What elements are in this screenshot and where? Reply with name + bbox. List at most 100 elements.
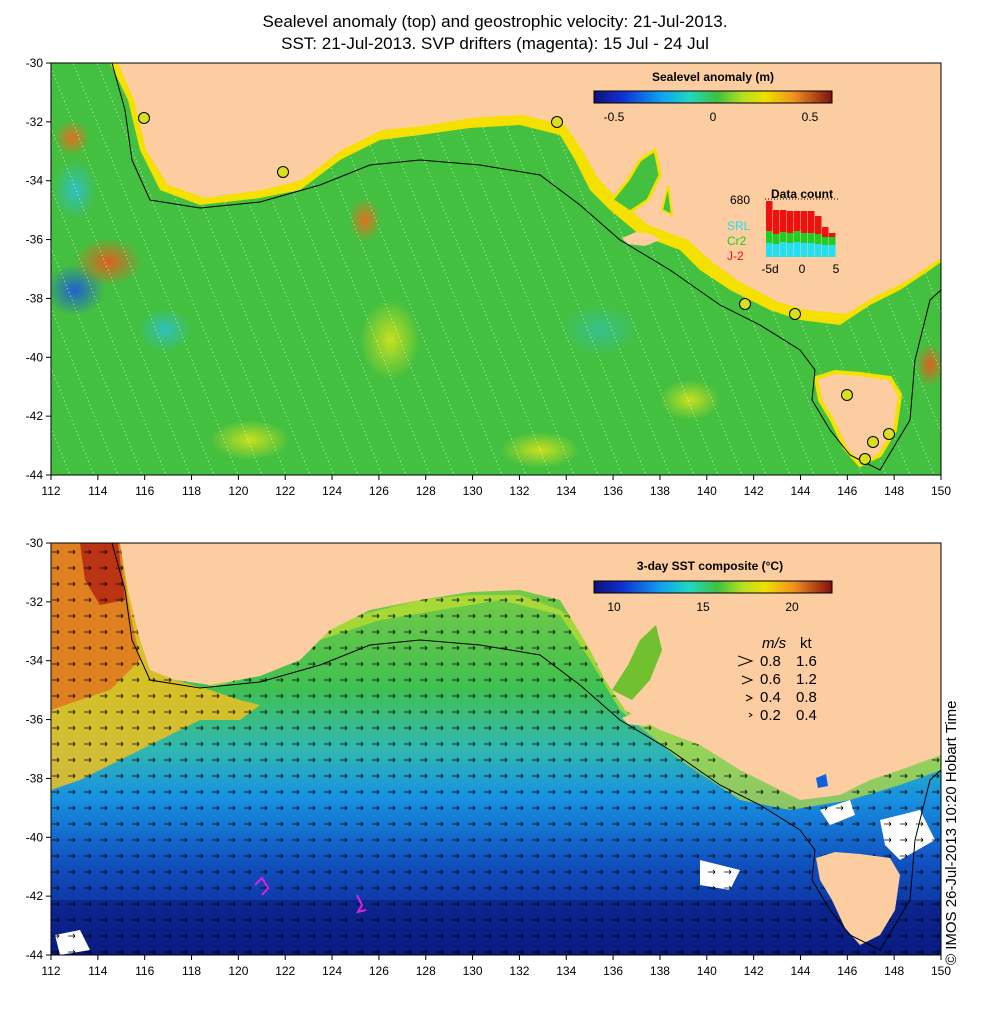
australia-land — [120, 543, 941, 800]
speed-arrow-icon — [748, 712, 753, 718]
data-count-xtick: 0 — [799, 262, 806, 276]
data-count-bar-segment — [822, 227, 829, 237]
tide-gauge-marker[interactable] — [551, 116, 563, 128]
data-count-bar-segment — [780, 210, 787, 232]
lon-tick-label: 120 — [228, 964, 248, 978]
data-count-bar-segment — [773, 210, 780, 234]
lon-tick-label: 146 — [837, 484, 857, 498]
lon-tick-label: 128 — [416, 484, 436, 498]
tasmania — [816, 852, 900, 945]
cold-lake-patch — [816, 774, 828, 788]
lon-tick-label: 118 — [182, 964, 201, 978]
lon-tick-label: 130 — [463, 484, 483, 498]
bottom-map — [51, 543, 941, 955]
lon-tick-label: 134 — [556, 964, 576, 978]
speed-kt-value: 0.4 — [796, 707, 817, 724]
tide-gauge-marker[interactable] — [859, 453, 871, 465]
lat-tick-label: -44 — [26, 468, 44, 482]
sst-legend-title: 3-day SST composite (°C) — [637, 559, 783, 573]
spencer-gulf — [612, 625, 662, 700]
shelf-contour — [111, 543, 941, 951]
data-count-bar-segment — [787, 243, 794, 257]
sla-tick: -0.5 — [604, 110, 625, 124]
speed-arrow-icon — [737, 655, 754, 667]
lon-tick-label: 136 — [603, 484, 623, 498]
lat-tick-label: -32 — [26, 595, 44, 609]
data-count-bar-segment — [801, 211, 808, 233]
tide-gauge-marker[interactable] — [277, 166, 289, 178]
lon-tick-label: 118 — [182, 484, 201, 498]
speed-arrow-icon — [745, 694, 754, 702]
data-count-bar-segment — [766, 231, 773, 243]
sst-colorbar: 3-day SST composite (°C) 10 15 20 — [593, 559, 833, 614]
speed-arrow-icon — [741, 675, 754, 685]
tide-gauge-marker[interactable] — [883, 428, 895, 440]
sst-colorbar-gradient — [593, 580, 833, 594]
lat-tick-label: -44 — [26, 948, 44, 962]
speed-legend: m/s kt 0.8 1.6 0.6 1.2 0.4 0.8 0.2 0.4 — [737, 635, 817, 724]
tide-gauge-marker[interactable] — [841, 389, 853, 401]
data-count-bars — [766, 201, 836, 257]
svp-drifter-track — [355, 894, 367, 914]
data-count-bar-segment — [815, 216, 822, 234]
data-count-bar-segment — [773, 244, 780, 257]
lon-tick-label: 120 — [228, 484, 248, 498]
sst-tick: 20 — [785, 600, 799, 614]
speed-row: 0.8 1.6 — [737, 653, 817, 670]
top-map — [51, 63, 941, 475]
lon-tick-label: 140 — [697, 484, 717, 498]
lon-tick-label: 148 — [884, 964, 904, 978]
lon-tick-label: 124 — [322, 484, 342, 498]
series-cr2-label: Cr2 — [727, 234, 747, 248]
lon-tick-label: 146 — [837, 964, 857, 978]
data-count-bar-segment — [829, 245, 836, 257]
tide-gauge-marker[interactable] — [739, 298, 751, 310]
tide-gauge-marker[interactable] — [867, 436, 879, 448]
data-count-bar-segment — [829, 233, 836, 237]
lat-tick-label: -34 — [26, 654, 44, 668]
lon-tick-label: 114 — [88, 964, 107, 978]
lon-tick-label: 138 — [650, 484, 670, 498]
lon-tick-label: 150 — [931, 964, 951, 978]
lat-tick-label: -30 — [26, 56, 44, 70]
bottom-map-axes: -30 -32 -34 -36 -38 -40 -42 -44 112 114 116 118 120 1… — [26, 536, 952, 978]
shelf-contour — [111, 63, 941, 471]
lon-tick-label: 150 — [931, 484, 951, 498]
sla-legend-title: Sealevel anomaly (m) — [652, 70, 774, 84]
spencer-gulf — [609, 147, 662, 214]
lat-tick-label: -42 — [26, 889, 44, 903]
lon-tick-label: 112 — [41, 484, 60, 498]
tasmania — [813, 369, 903, 468]
sla-colorbar-gradient — [593, 90, 833, 104]
lon-tick-label: 114 — [88, 484, 107, 498]
lat-tick-label: -36 — [26, 713, 44, 727]
lon-tick-label: 136 — [603, 964, 623, 978]
sla-tick: 0.5 — [802, 110, 819, 124]
lon-tick-label: 140 — [697, 964, 717, 978]
data-count-bar-segment — [808, 233, 815, 243]
lon-tick-label: 148 — [884, 484, 904, 498]
data-count-bar-segment — [766, 201, 773, 231]
lon-tick-label: 134 — [556, 484, 576, 498]
data-count-xtick: 5 — [833, 262, 840, 276]
data-count-bar-segment — [794, 231, 801, 242]
lat-tick-label: -36 — [26, 233, 44, 247]
tide-gauge-marker[interactable] — [138, 112, 150, 124]
tide-gauge-marker[interactable] — [789, 308, 801, 320]
speed-row: 0.6 1.2 — [741, 671, 817, 688]
speed-kt-value: 0.8 — [796, 689, 817, 706]
lat-tick-label: -42 — [26, 409, 44, 423]
data-count-bar-segment — [780, 232, 787, 242]
speed-header-kt: kt — [800, 635, 813, 652]
lon-tick-label: 138 — [650, 964, 670, 978]
sst-tick: 15 — [696, 600, 710, 614]
lon-tick-label: 124 — [322, 964, 342, 978]
sla-colorbar: Sealevel anomaly (m) -0.5 0 0.5 — [593, 70, 833, 124]
speed-header-ms: m/s — [762, 635, 787, 652]
tide-gauges — [138, 112, 895, 465]
speed-ms-value: 0.2 — [760, 707, 781, 724]
data-count-bar-segment — [787, 211, 794, 233]
speed-ms-value: 0.8 — [760, 653, 781, 670]
data-count-bar-segment — [787, 233, 794, 243]
